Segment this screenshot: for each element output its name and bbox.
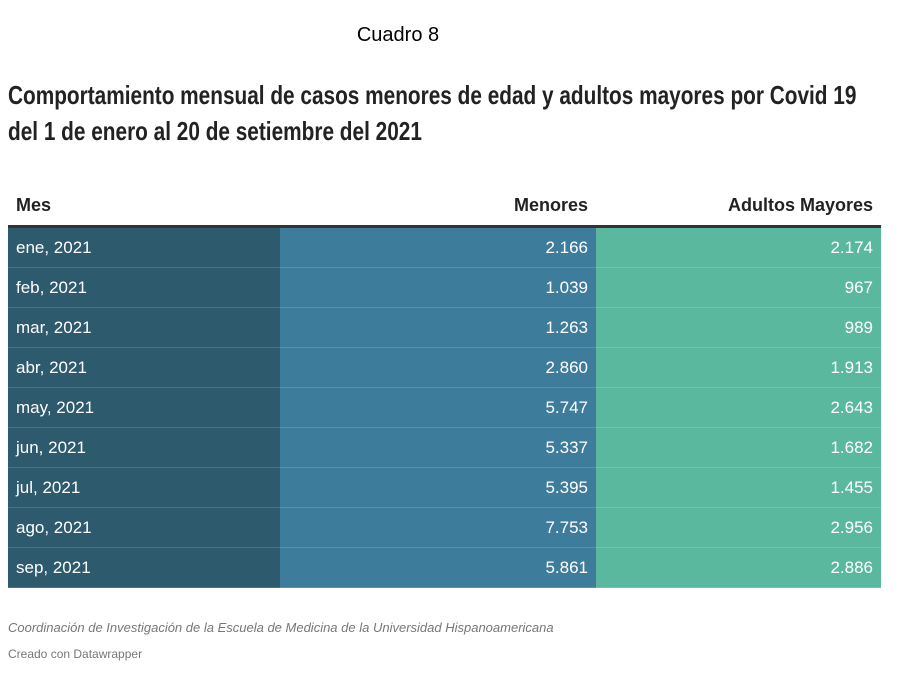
value-cell: 967	[596, 268, 881, 308]
value-cell: 5.337	[280, 428, 596, 468]
month-cell: jul, 2021	[8, 468, 280, 508]
column-header: Adultos Mayores	[727, 195, 873, 215]
column-header: Menores	[513, 195, 588, 215]
value-cell: 2.174	[596, 228, 881, 268]
month-cell: feb, 2021	[8, 268, 280, 308]
table-row: abr, 2021 2.860 1.913	[8, 348, 881, 388]
column-header: Mes	[16, 195, 52, 215]
table-row: sep, 2021 5.861 2.886	[8, 548, 881, 588]
value-cell: 5.861	[280, 548, 596, 588]
header-row: Mes Menores Adultos Mayores	[8, 188, 881, 228]
table-row: mar, 2021 1.263 989	[8, 308, 881, 348]
value-cell: 1.682	[596, 428, 881, 468]
value-cell: 2.956	[596, 508, 881, 548]
value-cell: 7.753	[280, 508, 596, 548]
month-cell: sep, 2021	[8, 548, 280, 588]
value-cell: 1.913	[596, 348, 881, 388]
value-cell: 1.263	[280, 308, 596, 348]
value-cell: 2.166	[280, 228, 596, 268]
month-cell: ene, 2021	[8, 228, 280, 268]
month-cell: may, 2021	[8, 388, 280, 428]
credit: Creado con Datawrapper	[8, 647, 143, 661]
value-cell: 2.886	[596, 548, 881, 588]
value-cell: 1.039	[280, 268, 596, 308]
month-cell: abr, 2021	[8, 348, 280, 388]
table-label: Cuadro 8	[356, 24, 440, 46]
table-row: jul, 2021 5.395 1.455	[8, 468, 881, 508]
table-row: ene, 2021 2.166 2.174	[8, 228, 881, 268]
value-cell: 2.643	[596, 388, 881, 428]
value-cell: 989	[596, 308, 881, 348]
title: Comportamiento mensual de casos menores …	[8, 80, 857, 110]
title: del 1 de enero al 20 de setiembre del 20…	[8, 116, 422, 146]
month-cell: ago, 2021	[8, 508, 280, 548]
table-row: may, 2021 5.747 2.643	[8, 388, 881, 428]
table-row: jun, 2021 5.337 1.682	[8, 428, 881, 468]
table: Mes Menores Adultos Mayores ene, 2021 2.166…	[8, 188, 881, 588]
value-cell: 5.395	[280, 468, 596, 508]
month-cell: jun, 2021	[8, 428, 280, 468]
source-note: Coordinación de Investigación de la Escu…	[8, 620, 554, 635]
value-cell: 5.747	[280, 388, 596, 428]
value-cell: 2.860	[280, 348, 596, 388]
table-row: feb, 2021 1.039 967	[8, 268, 881, 308]
value-cell: 1.455	[596, 468, 881, 508]
month-cell: mar, 2021	[8, 308, 280, 348]
table-row: ago, 2021 7.753 2.956	[8, 508, 881, 548]
